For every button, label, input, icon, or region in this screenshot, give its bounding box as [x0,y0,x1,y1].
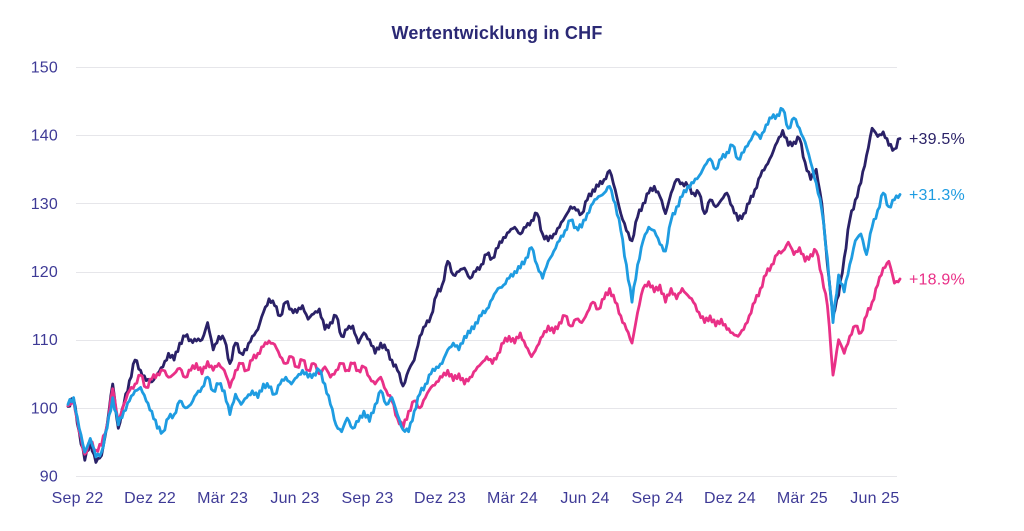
gridlines [76,67,897,477]
y-tick-label-130: 130 [31,196,58,213]
chart-title: Wertentwicklung in CHF [391,23,602,43]
x-tick-label-8: Sep 24 [631,490,683,507]
x-tick-label-0: Sep 22 [52,490,104,507]
series-end-label-pink: +18.9% [909,272,965,289]
series-line-navy [66,126,902,464]
x-tick-label-11: Jun 25 [850,490,899,507]
y-tick-label-150: 150 [31,60,58,77]
x-tick-label-7: Jun 24 [560,490,609,507]
series-end-label-blue: +31.3% [909,187,965,204]
series-line-blue [66,106,902,459]
x-tick-label-3: Jun 23 [270,490,319,507]
y-tick-label-90: 90 [40,469,58,486]
y-tick-label-100: 100 [31,400,58,417]
series-lines [66,106,902,464]
series-line-pink [66,240,902,456]
x-tick-label-10: Mär 25 [777,490,828,507]
y-tick-label-110: 110 [32,332,58,349]
series-end-label-navy: +39.5% [909,131,965,148]
y-axis-labels: 90 100 110 120 130 140 150 [31,60,58,486]
y-tick-label-120: 120 [31,264,58,281]
x-tick-label-1: Dez 22 [124,490,176,507]
x-tick-label-9: Dez 24 [704,490,756,507]
x-tick-label-5: Dez 23 [414,490,466,507]
x-tick-label-4: Sep 23 [342,490,394,507]
x-tick-label-6: Mär 24 [487,490,538,507]
x-tick-label-2: Mär 23 [197,490,248,507]
x-axis-labels: Sep 22 Dez 22 Mär 23 Jun 23 Sep 23 Dez 23 Mär … [52,490,900,507]
y-tick-label-140: 140 [31,128,58,145]
